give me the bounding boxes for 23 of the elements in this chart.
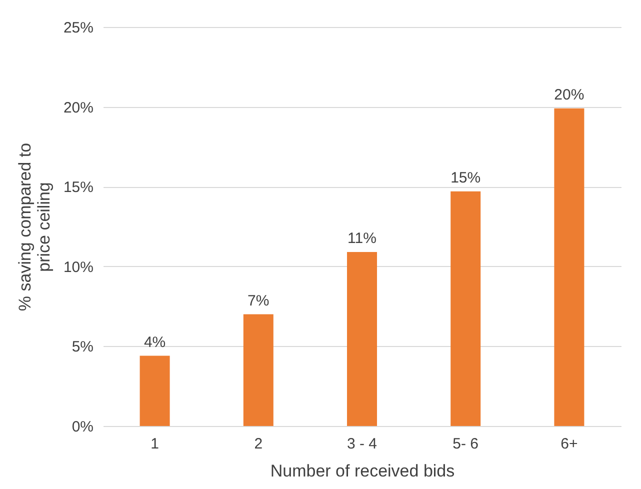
x-tick-label: 1: [150, 436, 159, 452]
bar: [554, 108, 584, 426]
x-tick-label: 3 - 4: [346, 436, 378, 452]
x-tick-label: 5- 6: [452, 436, 479, 452]
x-axis-title: Number of received bids: [270, 462, 455, 480]
data-label: 11%: [348, 230, 376, 248]
y-tick-label: 10%: [63, 258, 94, 276]
data-label: 15%: [450, 169, 481, 186]
data-label: 20%: [554, 86, 584, 104]
y-tick-label: 0%: [72, 418, 94, 436]
y-tick-label: 5%: [72, 338, 94, 356]
bar: [347, 252, 377, 426]
y-tick-label: 20%: [63, 99, 94, 116]
y-tick-label: 25%: [63, 20, 94, 36]
y-tick-label: 15%: [63, 179, 94, 196]
data-label: 7%: [248, 292, 270, 310]
bar: [140, 356, 170, 426]
y-axis-title: % saving compared to price ceiling: [15, 142, 54, 312]
bar: [243, 314, 274, 426]
data-label: 4%: [144, 334, 166, 351]
x-tick-label: 2: [254, 436, 263, 452]
x-tick-label: 6+: [560, 436, 578, 452]
bar: [450, 191, 481, 426]
